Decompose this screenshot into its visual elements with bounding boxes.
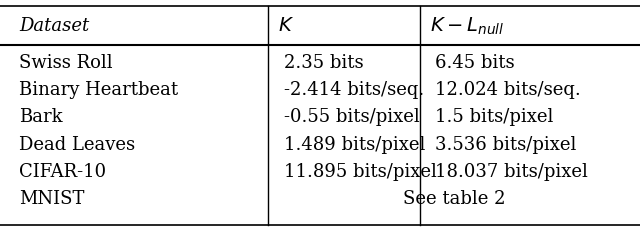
Text: CIFAR-10: CIFAR-10 bbox=[19, 163, 106, 180]
Text: 2.35 bits: 2.35 bits bbox=[284, 54, 363, 71]
Text: -2.414 bits/seq.: -2.414 bits/seq. bbox=[284, 81, 424, 99]
Text: -0.55 bits/pixel: -0.55 bits/pixel bbox=[284, 108, 419, 126]
Text: Dead Leaves: Dead Leaves bbox=[19, 135, 135, 153]
Text: Bark: Bark bbox=[19, 108, 63, 126]
Text: 1.5 bits/pixel: 1.5 bits/pixel bbox=[435, 108, 554, 126]
Text: 1.489 bits/pixel: 1.489 bits/pixel bbox=[284, 135, 425, 153]
Text: Swiss Roll: Swiss Roll bbox=[19, 54, 113, 71]
Text: Dataset: Dataset bbox=[19, 17, 90, 35]
Text: See table 2: See table 2 bbox=[403, 190, 505, 207]
Text: 3.536 bits/pixel: 3.536 bits/pixel bbox=[435, 135, 577, 153]
Text: $\mathit{K}$: $\mathit{K}$ bbox=[278, 17, 294, 35]
Text: 11.895 bits/pixel: 11.895 bits/pixel bbox=[284, 163, 436, 180]
Text: 12.024 bits/seq.: 12.024 bits/seq. bbox=[435, 81, 581, 99]
Text: $\mathit{K} - \mathit{L}_{null}$: $\mathit{K} - \mathit{L}_{null}$ bbox=[430, 15, 504, 37]
Text: Binary Heartbeat: Binary Heartbeat bbox=[19, 81, 179, 99]
Text: 18.037 bits/pixel: 18.037 bits/pixel bbox=[435, 163, 588, 180]
Text: 6.45 bits: 6.45 bits bbox=[435, 54, 515, 71]
Text: MNIST: MNIST bbox=[19, 190, 84, 207]
